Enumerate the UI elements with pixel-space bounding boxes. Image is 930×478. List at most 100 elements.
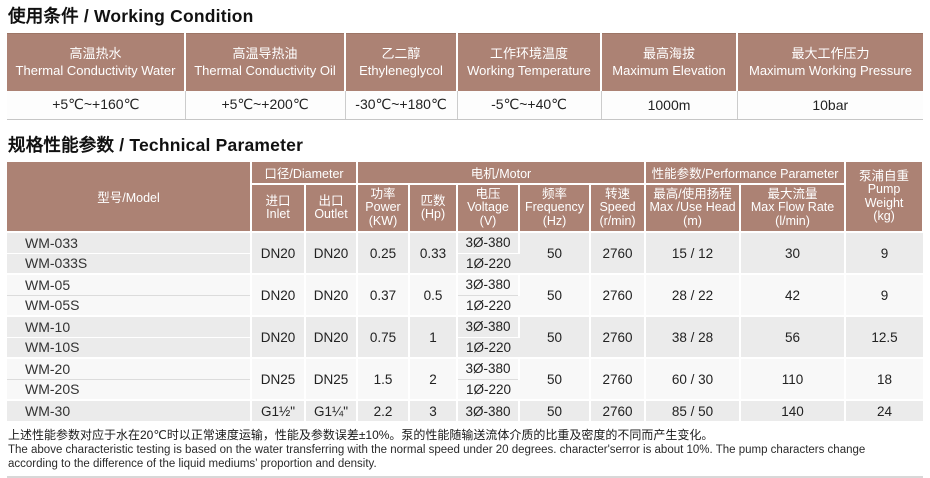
technical-parameter-title: 规格性能参数 / Technical Parameter (8, 135, 304, 155)
hp-cell: 2 (409, 357, 458, 400)
tp-sub-header-7: 转速 Speed (r/min) (590, 184, 647, 232)
frequency-cell: 50 (519, 357, 591, 400)
model-cell: WM-10S (7, 337, 252, 358)
voltage-cell: 1Ø-220 (457, 253, 519, 274)
speed-cell: 2760 (590, 273, 647, 316)
hp-cell: 3 (409, 399, 458, 421)
pump-weight-column-header: 泵浦自重 Pump Weight (kg) (845, 162, 925, 233)
model-cell: WM-30 (7, 399, 252, 421)
wc-header-en: Thermal Conductivity Oil (194, 63, 336, 79)
table-row: WM-033S 1Ø-220 (7, 253, 923, 274)
speed-cell: 2760 (590, 399, 647, 421)
table-row: WM-30 G1½" G1¼" 2.2 3 3Ø-380 50 2760 85 / 50 140 2… (7, 399, 924, 421)
table-row: WM-10S 1Ø-220 (7, 337, 923, 358)
outlet-cell: DN25 (305, 357, 358, 400)
wc-header-en: Ethyleneglycol (359, 63, 443, 79)
outlet-cell: DN20 (305, 315, 358, 358)
model-column-header: 型号/Model (7, 162, 252, 233)
voltage-cell: 1Ø-220 (457, 379, 519, 400)
wc-value-cell: -5℃~+40℃ (457, 90, 602, 120)
working-condition-title: 使用条件 / Working Condition (8, 6, 254, 26)
model-cell: WM-10 (7, 315, 252, 338)
tp-sub-header-1: 进口 Inlet (251, 184, 306, 232)
table-row: WM-033 DN20 DN20 0.25 0.33 3Ø-380 50 2760 15 / 1… (7, 231, 924, 274)
wc-header-row: 高温热水 Thermal Conductivity Water 高温导热油 Therm… (7, 33, 923, 91)
voltage-cell: 3Ø-380 (457, 273, 520, 296)
speed-cell: 2760 (590, 315, 647, 358)
inlet-cell: G1½" (251, 399, 306, 421)
wc-value-cell: -30℃~+180℃ (345, 90, 458, 120)
speed-cell: 2760 (590, 231, 647, 274)
voltage-cell: 1Ø-220 (457, 337, 519, 358)
hp-cell: 0.5 (409, 273, 458, 316)
working-condition-table: 高温热水 Thermal Conductivity Water 高温导热油 Therm… (7, 33, 923, 120)
weight-cell: 18 (845, 357, 924, 400)
wc-header-zh: 工作环境温度 (489, 46, 568, 62)
head-cell: 15 / 12 (645, 231, 742, 274)
outlet-cell: DN20 (305, 231, 358, 274)
table-row: WM-05 DN20 DN20 0.37 0.5 3Ø-380 50 2760 28 / 22 4… (7, 273, 924, 316)
model-cell: WM-05S (7, 295, 252, 316)
performance-group-header: 性能参数/Performance Parameter (645, 162, 847, 185)
wc-header-en: Maximum Elevation (612, 63, 726, 79)
wc-value-cell: +5℃~+160℃ (7, 90, 186, 120)
outlet-cell: G1¼" (305, 399, 358, 421)
hp-cell: 0.33 (409, 231, 458, 274)
inlet-cell: DN20 (251, 315, 306, 358)
frequency-cell: 50 (519, 315, 591, 358)
inlet-cell: DN20 (251, 231, 306, 274)
model-cell: WM-20S (7, 379, 252, 400)
wc-header-en: Thermal Conductivity Water (15, 63, 176, 79)
motor-group-header: 电机/Motor (357, 162, 647, 185)
head-cell: 60 / 30 (645, 357, 742, 400)
wc-column-header-5: 最高海拔 Maximum Elevation (601, 33, 738, 91)
tp-sub-header-2: 出口 Outlet (305, 184, 358, 232)
weight-cell: 9 (845, 273, 924, 316)
tp-sub-header-5: 电压 Voltage (V) (457, 184, 520, 232)
head-cell: 85 / 50 (645, 399, 742, 421)
weight-cell: 9 (845, 231, 924, 274)
wc-value-row: +5℃~+160℃ +5℃~+200℃ -30℃~+180℃ -5℃~+40℃ 1000… (7, 90, 923, 120)
model-cell: WM-033S (7, 253, 252, 274)
wc-value-cell: 1000m (601, 90, 738, 120)
flow-cell: 30 (740, 231, 847, 274)
diameter-group-header: 口径/Diameter (251, 162, 358, 185)
table-row: WM-20 DN25 DN25 1.5 2 3Ø-380 50 2760 60 / 30 110 1… (7, 357, 924, 400)
inlet-cell: DN20 (251, 273, 306, 316)
voltage-cell: 3Ø-380 (457, 231, 520, 254)
frequency-cell: 50 (519, 231, 591, 274)
frequency-cell: 50 (519, 399, 591, 421)
wc-value-cell: +5℃~+200℃ (185, 90, 346, 120)
power-cell: 2.2 (357, 399, 410, 421)
wc-column-header-1: 高温热水 Thermal Conductivity Water (7, 33, 186, 91)
head-cell: 38 / 28 (645, 315, 742, 358)
voltage-cell: 3Ø-380 (457, 357, 520, 380)
wc-column-header-2: 高温导热油 Thermal Conductivity Oil (185, 33, 346, 91)
tp-sub-header-row: 进口 Inlet 出口 Outlet 功率 Power (KW) 匹数 (Hp) 电压 Voltag… (7, 184, 923, 232)
wc-header-zh: 高温导热油 (232, 46, 298, 62)
wc-header-zh: 高温热水 (69, 46, 122, 62)
voltage-cell: 1Ø-220 (457, 295, 519, 316)
flow-cell: 140 (740, 399, 847, 421)
hp-cell: 1 (409, 315, 458, 358)
technical-parameter-table: 型号/Model 口径/Diameter 电机/Motor 性能参数/Perfo… (7, 162, 925, 421)
wc-column-header-4: 工作环境温度 Working Temperature (457, 33, 602, 91)
voltage-cell: 3Ø-380 (457, 315, 520, 338)
power-cell: 1.5 (357, 357, 410, 400)
wc-header-zh: 最大工作压力 (791, 46, 870, 62)
table-row: WM-05S 1Ø-220 (7, 295, 923, 316)
wc-value-cell: 10bar (737, 90, 923, 120)
frequency-cell: 50 (519, 273, 591, 316)
footnote-chinese: 上述性能参数对应于水在20℃时以正常速度运输，性能及参数误差±10%。泵的性能随… (8, 428, 714, 442)
inlet-cell: DN25 (251, 357, 306, 400)
wc-header-zh: 最高海拔 (642, 46, 695, 62)
power-cell: 0.25 (357, 231, 410, 274)
voltage-cell: 3Ø-380 (457, 399, 520, 421)
tp-sub-header-9: 最大流量 Max Flow Rate (l/min) (740, 184, 847, 232)
head-cell: 28 / 22 (645, 273, 742, 316)
wc-header-zh: 乙二醇 (381, 46, 421, 62)
power-cell: 0.75 (357, 315, 410, 358)
footnote-english: The above characteristic testing is base… (8, 444, 866, 470)
weight-cell: 12.5 (845, 315, 924, 358)
